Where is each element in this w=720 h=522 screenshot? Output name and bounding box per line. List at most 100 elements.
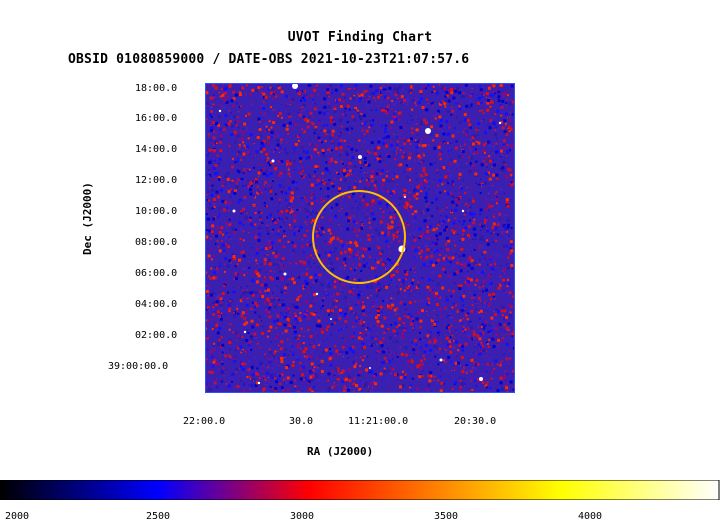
- noise-pixel: [480, 352, 482, 354]
- noise-pixel: [335, 359, 336, 361]
- noise-pixel: [469, 326, 473, 330]
- noise-pixel: [396, 355, 399, 358]
- noise-pixel: [251, 293, 255, 297]
- noise-pixel: [421, 375, 424, 378]
- noise-pixel: [476, 208, 480, 212]
- noise-pixel: [439, 119, 443, 123]
- noise-pixel: [382, 300, 385, 302]
- noise-pixel: [225, 342, 228, 345]
- noise-pixel: [369, 96, 370, 98]
- noise-pixel: [212, 157, 215, 160]
- noise-pixel: [455, 279, 457, 281]
- noise-pixel: [468, 170, 472, 174]
- noise-pixel: [351, 220, 352, 222]
- noise-pixel: [509, 380, 513, 384]
- noise-pixel: [330, 229, 332, 231]
- noise-pixel: [439, 337, 441, 339]
- noise-pixel: [508, 118, 512, 122]
- noise-pixel: [274, 91, 277, 94]
- noise-pixel: [501, 166, 505, 170]
- noise-pixel: [286, 142, 287, 143]
- noise-pixel: [340, 160, 343, 163]
- noise-pixel: [487, 124, 489, 126]
- noise-pixel: [341, 262, 343, 263]
- noise-pixel: [225, 211, 227, 212]
- noise-pixel: [298, 154, 300, 155]
- noise-pixel: [320, 330, 324, 334]
- noise-pixel: [246, 290, 250, 294]
- noise-pixel: [482, 326, 485, 329]
- noise-pixel: [347, 357, 350, 359]
- noise-pixel: [361, 304, 362, 306]
- noise-pixel: [265, 346, 268, 349]
- noise-pixel: [484, 275, 486, 277]
- noise-pixel: [266, 155, 270, 159]
- noise-pixel: [225, 92, 228, 95]
- noise-pixel: [414, 135, 416, 137]
- noise-pixel: [356, 367, 358, 369]
- noise-pixel: [511, 236, 513, 237]
- noise-pixel: [306, 307, 308, 309]
- noise-pixel: [503, 282, 506, 285]
- noise-pixel: [280, 263, 284, 267]
- noise-pixel: [299, 111, 301, 112]
- noise-pixel: [328, 356, 332, 360]
- noise-pixel: [235, 124, 238, 127]
- noise-pixel: [285, 165, 287, 167]
- noise-pixel: [467, 322, 470, 325]
- noise-pixel: [309, 343, 311, 345]
- noise-pixel: [385, 136, 388, 139]
- noise-pixel: [280, 288, 283, 291]
- noise-pixel: [440, 381, 444, 385]
- noise-pixel: [496, 226, 499, 229]
- noise-pixel: [502, 337, 505, 339]
- noise-pixel: [509, 240, 513, 244]
- noise-pixel: [460, 309, 464, 313]
- noise-pixel: [319, 189, 321, 191]
- noise-pixel: [269, 307, 272, 310]
- noise-pixel: [276, 147, 279, 150]
- noise-pixel: [482, 225, 485, 228]
- noise-pixel: [342, 355, 344, 357]
- noise-pixel: [318, 348, 320, 350]
- noise-pixel: [266, 383, 268, 384]
- noise-pixel: [488, 126, 492, 130]
- noise-pixel: [365, 98, 368, 101]
- noise-pixel: [289, 351, 291, 352]
- noise-pixel: [436, 168, 439, 171]
- noise-pixel: [434, 344, 436, 346]
- noise-pixel: [279, 224, 281, 226]
- noise-pixel: [385, 329, 388, 332]
- noise-pixel: [296, 355, 298, 358]
- noise-pixel: [468, 131, 472, 135]
- noise-pixel: [507, 94, 509, 97]
- noise-pixel: [214, 172, 217, 176]
- noise-pixel: [313, 197, 316, 200]
- noise-pixel: [389, 283, 391, 284]
- noise-pixel: [322, 285, 324, 287]
- noise-pixel: [277, 298, 280, 301]
- noise-pixel: [219, 149, 223, 153]
- noise-pixel: [415, 233, 417, 235]
- noise-pixel: [459, 351, 461, 353]
- noise-pixel: [479, 213, 482, 215]
- noise-pixel: [483, 239, 485, 241]
- noise-pixel: [214, 266, 216, 268]
- noise-pixel: [274, 221, 278, 225]
- noise-pixel: [362, 359, 364, 362]
- noise-pixel: [359, 356, 362, 359]
- noise-pixel: [462, 328, 465, 332]
- noise-pixel: [386, 111, 390, 115]
- noise-pixel: [245, 350, 248, 353]
- noise-pixel: [379, 87, 382, 89]
- noise-pixel: [241, 362, 245, 366]
- noise-pixel: [408, 293, 411, 295]
- noise-pixel: [486, 239, 488, 242]
- noise-pixel: [222, 128, 225, 131]
- noise-pixel: [375, 268, 376, 270]
- noise-pixel: [325, 191, 327, 193]
- noise-pixel: [507, 223, 511, 227]
- noise-pixel: [352, 121, 355, 124]
- noise-pixel: [510, 305, 513, 308]
- noise-pixel: [468, 389, 471, 392]
